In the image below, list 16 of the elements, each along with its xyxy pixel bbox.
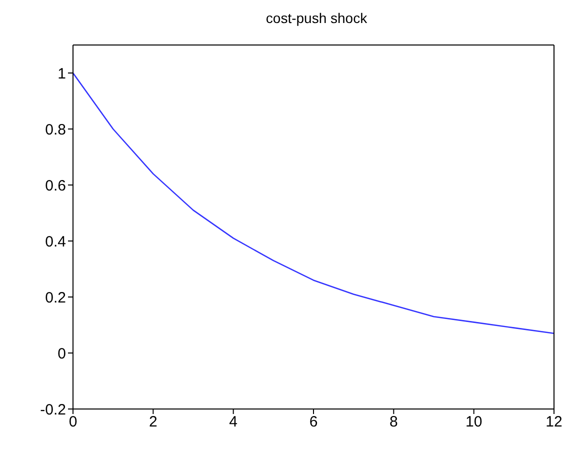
- y-tick-label: 1: [58, 65, 66, 82]
- y-tick-label: 0.2: [45, 289, 66, 306]
- y-tick-label: 0.6: [45, 177, 66, 194]
- x-tick-label: 12: [546, 414, 562, 431]
- chart-title: cost-push shock: [264, 10, 368, 26]
- x-tick-label: 10: [465, 414, 482, 431]
- x-tick-label: 4: [229, 414, 238, 431]
- x-tick-label: 8: [389, 414, 398, 431]
- y-tick-label: -0.2: [40, 401, 66, 418]
- y-tick-label: 0.4: [45, 233, 66, 250]
- line-series: [73, 72, 554, 334]
- x-tick-label: 2: [148, 414, 158, 431]
- x-tick-label: 6: [309, 414, 318, 431]
- y-tick-label: 0.8: [45, 121, 66, 138]
- x-tick-label: 0: [68, 414, 78, 431]
- y-tick-label: 0: [58, 345, 66, 362]
